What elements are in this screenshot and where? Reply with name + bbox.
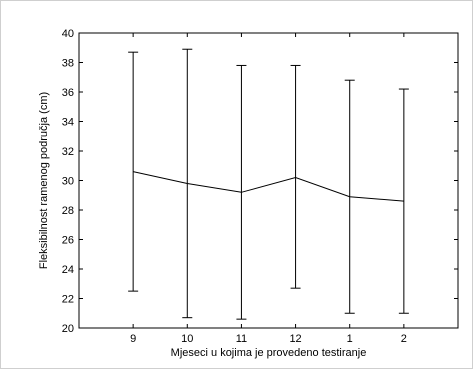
x-tick-label: 2 <box>401 333 407 345</box>
y-axis-title: Fleksibilnost ramenog područja (cm) <box>38 92 50 269</box>
y-tick-label: 24 <box>62 264 74 276</box>
y-tick-label: 30 <box>62 176 74 188</box>
x-axis-title: Mjeseci u kojima je provedeno testiranje <box>171 347 367 359</box>
y-tick-label: 38 <box>62 58 74 70</box>
y-tick-label: 34 <box>62 117 74 129</box>
x-tick-label: 10 <box>181 333 193 345</box>
tick-marks <box>79 32 458 329</box>
y-tick-label: 32 <box>62 146 74 158</box>
x-tick-label: 9 <box>130 333 136 345</box>
y-tick-label: 26 <box>62 235 74 247</box>
y-tick-label: 22 <box>62 294 74 306</box>
y-tick-labels: 20 22 24 26 28 30 32 34 36 38 40 <box>62 28 74 335</box>
y-tick-label: 28 <box>62 205 74 217</box>
series-line <box>133 171 404 202</box>
x-tick-label: 1 <box>347 333 353 345</box>
y-tick-label: 40 <box>62 28 74 40</box>
y-tick-label: 36 <box>62 87 74 99</box>
x-tick-label: 11 <box>236 333 247 345</box>
x-tick-labels: 9 10 11 12 1 2 <box>130 333 407 345</box>
plot-area <box>78 32 459 329</box>
series-line-0 <box>133 171 404 202</box>
x-tick-label: 12 <box>289 333 301 345</box>
error-bars <box>128 48 409 320</box>
y-tick-label: 20 <box>62 323 74 335</box>
